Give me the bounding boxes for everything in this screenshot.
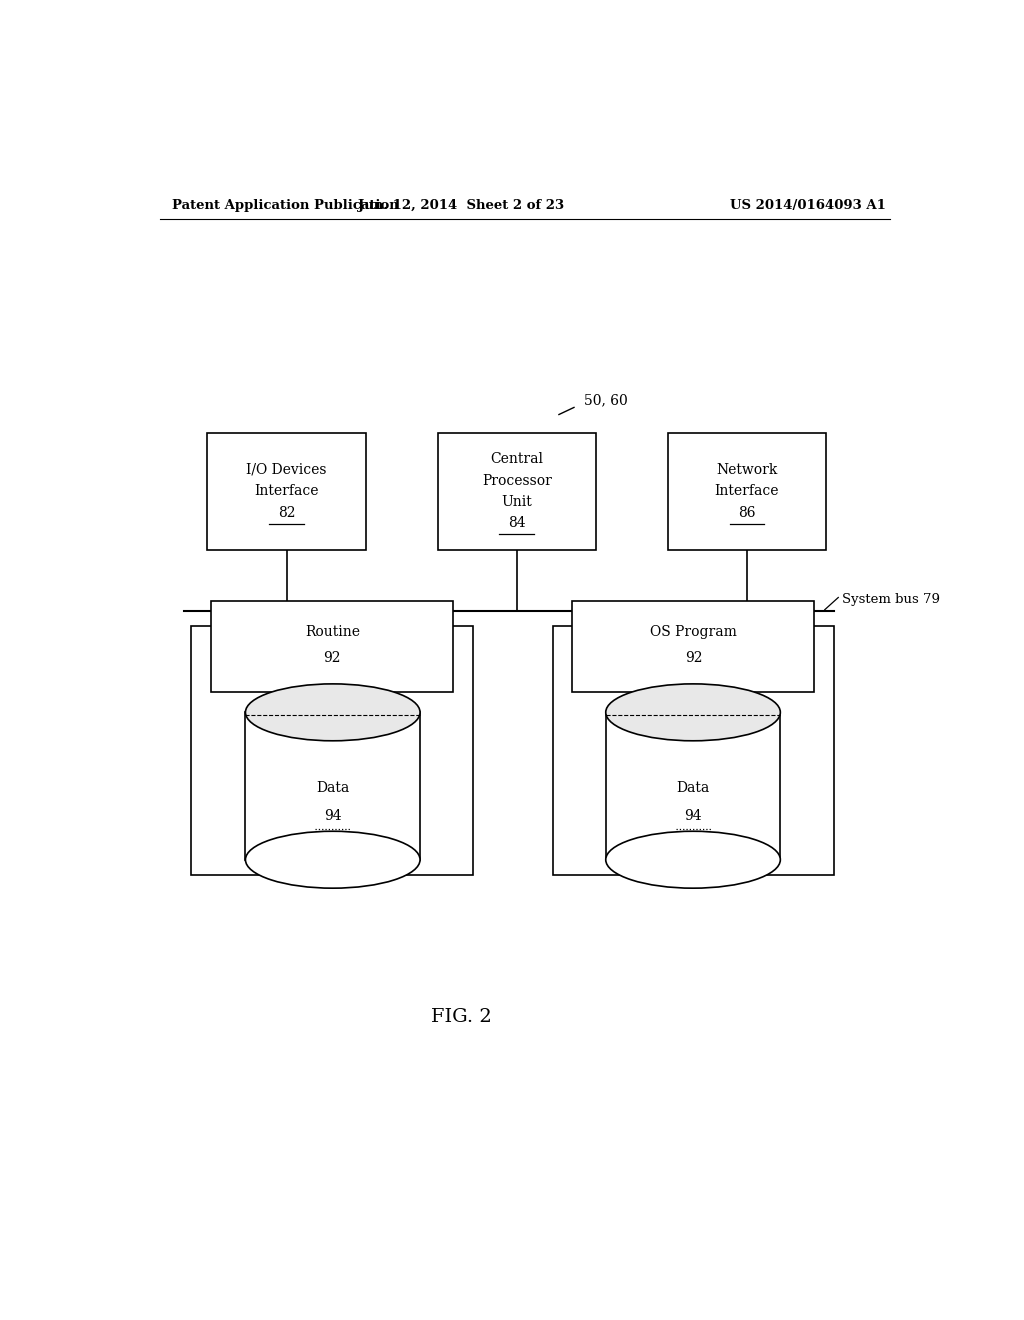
- Ellipse shape: [246, 684, 420, 741]
- FancyBboxPatch shape: [553, 626, 835, 875]
- Text: Data: Data: [316, 781, 349, 796]
- FancyBboxPatch shape: [191, 626, 473, 875]
- Text: OS Program: OS Program: [650, 626, 737, 639]
- Ellipse shape: [606, 832, 780, 888]
- Text: 92: 92: [324, 652, 341, 665]
- Text: I/O Devices: I/O Devices: [247, 463, 327, 477]
- FancyBboxPatch shape: [437, 433, 596, 549]
- FancyBboxPatch shape: [211, 601, 454, 692]
- Text: 50, 60: 50, 60: [585, 393, 628, 408]
- Text: US 2014/0164093 A1: US 2014/0164093 A1: [730, 198, 886, 211]
- Text: Disk Storage 95: Disk Storage 95: [577, 636, 689, 651]
- Text: 94: 94: [324, 809, 342, 822]
- Text: 94: 94: [684, 809, 701, 822]
- FancyBboxPatch shape: [207, 433, 367, 549]
- Text: Network: Network: [717, 463, 777, 477]
- Text: 84: 84: [508, 516, 525, 531]
- Text: Central: Central: [490, 453, 544, 466]
- Text: Interface: Interface: [255, 484, 318, 498]
- Text: FIG. 2: FIG. 2: [431, 1008, 492, 1026]
- FancyBboxPatch shape: [572, 601, 814, 692]
- Ellipse shape: [246, 832, 420, 888]
- FancyBboxPatch shape: [668, 433, 826, 549]
- Text: 86: 86: [738, 506, 756, 520]
- Ellipse shape: [606, 684, 780, 741]
- Text: Processor: Processor: [482, 474, 552, 487]
- Text: Data: Data: [677, 781, 710, 796]
- Text: 82: 82: [278, 506, 296, 520]
- Text: Memory 90: Memory 90: [215, 636, 296, 651]
- Bar: [606, 713, 780, 859]
- Text: System bus 79: System bus 79: [842, 593, 940, 606]
- Bar: [246, 713, 420, 859]
- Text: Patent Application Publication: Patent Application Publication: [172, 198, 398, 211]
- Text: Routine: Routine: [305, 626, 359, 639]
- Text: 92: 92: [685, 652, 702, 665]
- Text: Jun. 12, 2014  Sheet 2 of 23: Jun. 12, 2014 Sheet 2 of 23: [358, 198, 564, 211]
- Text: Unit: Unit: [502, 495, 532, 510]
- Text: Interface: Interface: [715, 484, 779, 498]
